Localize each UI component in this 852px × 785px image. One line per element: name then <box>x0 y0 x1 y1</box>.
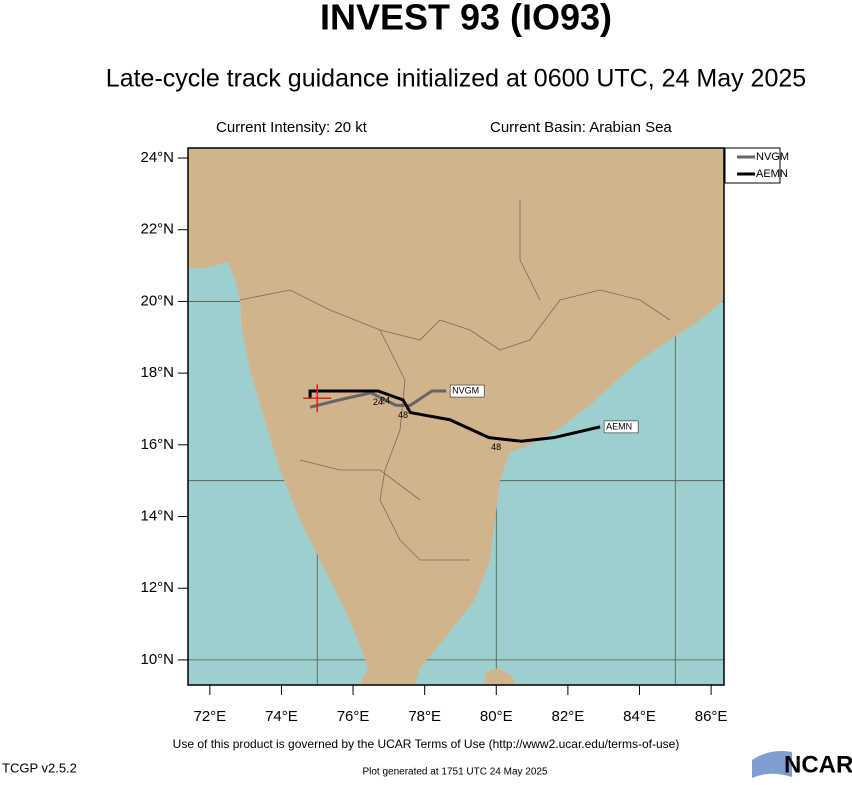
map-area <box>188 148 724 685</box>
borders <box>239 200 671 561</box>
sri-lanka <box>484 668 516 685</box>
x-tick-label: 84°E <box>623 708 656 725</box>
y-tick-label: 12°N <box>140 579 174 596</box>
logo-mark <box>752 751 792 778</box>
terms: Use of this product is governed by the U… <box>173 737 680 751</box>
x-tick-label: 86°E <box>695 708 728 725</box>
y-tick-label: 24°N <box>140 149 174 166</box>
hour-label: 24 <box>380 395 390 405</box>
x-tick-label: 74°E <box>265 708 298 725</box>
y-tick-label: 16°N <box>140 436 174 453</box>
intensity: Current Intensity: 20 kt <box>216 119 368 136</box>
hour-label: 24 <box>373 397 383 407</box>
track-tag <box>603 420 639 434</box>
x-tick-label: 76°E <box>337 708 370 725</box>
x-tick-label: 78°E <box>408 708 441 725</box>
y-tick-label: 10°N <box>140 651 174 668</box>
y-tick-label: 14°N <box>140 507 174 524</box>
x-tick-label: 82°E <box>552 708 585 725</box>
y-tick-label: 20°N <box>140 292 174 309</box>
sea <box>188 262 724 685</box>
y-tick-label: 18°N <box>140 364 174 381</box>
legend <box>724 147 781 184</box>
current-position <box>303 384 332 413</box>
track-tag-label: NVGM <box>452 385 479 395</box>
y-tick-label: 22°N <box>140 221 174 238</box>
x-tick-label: 72°E <box>193 708 226 725</box>
legend-label: NVGM <box>756 151 789 163</box>
logo: NCAR <box>784 751 852 778</box>
legend-label: AEMN <box>756 168 788 180</box>
track <box>308 389 601 443</box>
hour-label: 48 <box>491 442 501 452</box>
title: INVEST 93 (IO93) <box>320 0 612 38</box>
basin: Current Basin: Arabian Sea <box>490 119 672 136</box>
x-tick-label: 80°E <box>480 708 513 725</box>
plot-frame <box>187 147 725 686</box>
version: TCGP v2.5.2 <box>2 760 77 775</box>
generated: Plot generated at 1751 UTC 24 May 2025 <box>362 767 548 778</box>
track-tag <box>449 384 485 398</box>
hour-label: 48 <box>398 410 408 420</box>
track <box>309 389 447 409</box>
subtitle: Late-cycle track guidance initialized at… <box>106 65 806 93</box>
track-tag-label: AEMN <box>606 421 632 431</box>
